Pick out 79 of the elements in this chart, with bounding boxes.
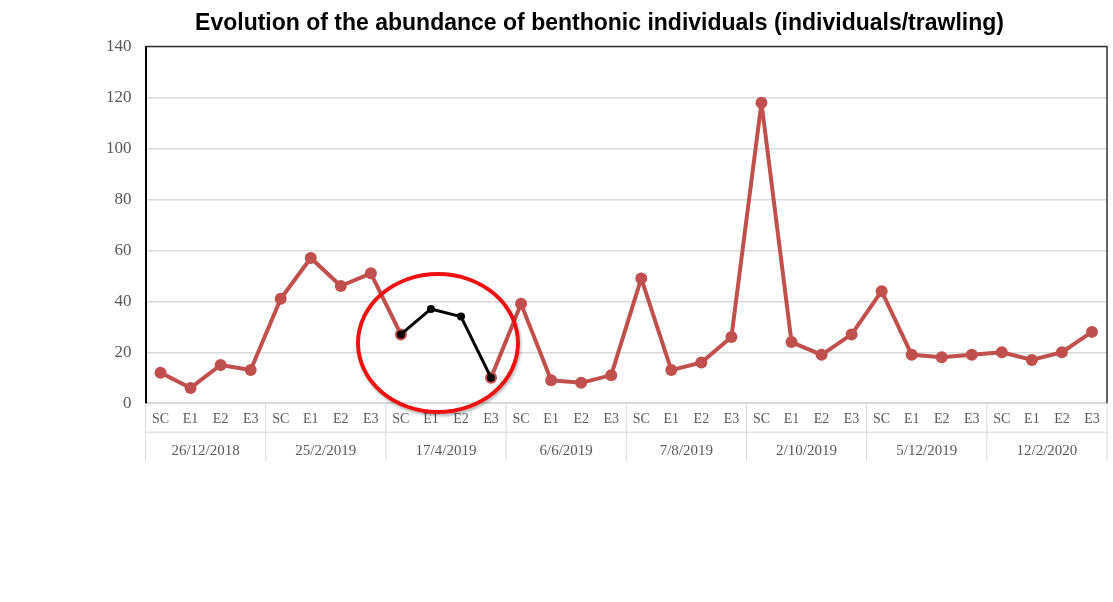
x-tick-label: E2: [693, 411, 710, 427]
y-tick-label: 20: [114, 341, 132, 361]
x-tick-label: SC: [151, 411, 170, 427]
chart-title: Evolution of the abundance of benthonic individuals (individuals/trawling): [195, 9, 1004, 36]
x-tick-label: E3: [964, 411, 980, 427]
x-tick-label: E3: [242, 411, 259, 427]
x-tick-label: E2: [573, 411, 589, 427]
point: [274, 292, 287, 305]
x-tick-label: E3: [723, 411, 740, 427]
point: [244, 364, 257, 377]
point: [635, 272, 648, 285]
x-tick-label: E1: [182, 411, 199, 427]
text: 5/12/2019: [896, 442, 958, 459]
x-tick-label: SC: [993, 411, 1011, 427]
x-tick-label: SC: [873, 411, 891, 427]
point: [995, 346, 1008, 359]
y-tick-label: 100: [106, 137, 132, 157]
point: [304, 252, 317, 265]
x-tick-label: E3: [483, 411, 499, 427]
y-tick-label: 80: [114, 188, 132, 208]
point: [364, 267, 377, 280]
point: [725, 330, 738, 343]
point: [875, 285, 888, 298]
x-tick-label: SC: [632, 411, 650, 427]
point: [154, 366, 167, 379]
x-tick-label: E1: [903, 411, 920, 427]
text: 6/6/2019: [539, 442, 593, 459]
x-tick-label: E3: [363, 411, 379, 427]
y-tick-label: 120: [106, 87, 132, 107]
x-tick-label: E2: [813, 411, 830, 427]
x-tick-label: E2: [212, 411, 229, 427]
x-tick-label: E3: [843, 411, 860, 427]
x-tick-label: E2: [333, 411, 349, 427]
point: [785, 336, 798, 349]
y-tick-label: 140: [106, 36, 132, 56]
x-tick-label: E1: [783, 411, 800, 427]
x-tick-label: E1: [663, 411, 680, 427]
y-tick-label: 60: [114, 239, 132, 259]
point: [1085, 325, 1098, 338]
point: [214, 358, 227, 371]
y-tick-label: 0: [123, 392, 132, 412]
point: [665, 364, 678, 377]
text: 2/10/2019: [776, 442, 837, 459]
point: [905, 348, 918, 361]
point: [605, 369, 618, 382]
text: 12/2/2020: [1016, 442, 1078, 459]
x-tick-label: E2: [453, 411, 469, 427]
x-tick-label: SC: [512, 411, 530, 427]
point: [426, 304, 435, 313]
y-tick-label: 40: [114, 290, 132, 310]
x-tick-label: E1: [1024, 411, 1040, 427]
x-tick-label: E1: [543, 411, 559, 427]
point: [965, 348, 978, 361]
point: [456, 312, 465, 321]
point: [334, 280, 347, 293]
x-tick-label: E1: [423, 411, 439, 427]
x-tick-label: SC: [752, 411, 771, 427]
x-tick-label: E3: [603, 411, 620, 427]
point: [755, 96, 768, 109]
point: [1055, 346, 1068, 359]
point: [1025, 353, 1038, 366]
x-tick-label: E2: [933, 411, 950, 427]
point: [695, 356, 708, 369]
point: [184, 381, 197, 394]
text: 26/12/2018: [171, 442, 240, 459]
x-tick-label: E3: [1084, 411, 1100, 427]
x-tick-label: E1: [302, 411, 319, 427]
text: 25/2/2019: [295, 442, 357, 459]
point: [515, 297, 528, 310]
x-tick-label: SC: [392, 411, 410, 427]
point: [575, 376, 588, 389]
text: 7/8/2019: [659, 442, 714, 459]
point: [815, 348, 828, 361]
text: 17/4/2019: [415, 442, 477, 459]
point: [545, 374, 558, 387]
x-tick-label: SC: [272, 411, 290, 427]
point: [935, 351, 948, 364]
point: [845, 328, 858, 341]
x-tick-label: E2: [1054, 411, 1070, 427]
